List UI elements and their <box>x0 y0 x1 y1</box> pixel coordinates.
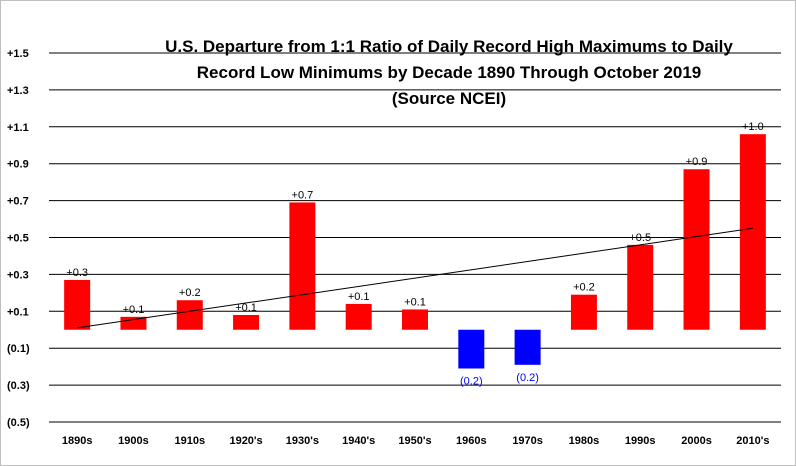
x-tick-label: 1920's <box>229 435 262 447</box>
data-label: +0.1 <box>404 296 426 308</box>
bar-1990s <box>627 244 654 330</box>
data-labels: +0.3 +0.1 +0.2 +0.1 +0.7 +0.1 +0.1 (0.2) (0.2) +0… <box>66 121 763 387</box>
y-tick-label: +0.5 <box>7 233 29 245</box>
bar-1950s <box>402 309 428 330</box>
data-label: +0.2 <box>573 282 595 294</box>
data-label: +0.7 <box>292 189 314 201</box>
data-label: +0.1 <box>348 291 370 303</box>
chart-title-line-3: (Source NCEI) <box>392 89 506 108</box>
data-label: +0.3 <box>66 267 88 279</box>
chart-title-line-2: Record Low Minimums by Decade 1890 Throu… <box>197 63 701 82</box>
x-tick-label: 1940's <box>342 435 375 447</box>
y-tick-label: (0.1) <box>7 343 30 355</box>
y-axis-ticks: +1.5 +1.3 +1.1 +0.9 +0.7 +0.5 +0.3 +0.1 (0.1) (0.… <box>7 48 30 429</box>
bar-1980s <box>570 294 597 330</box>
y-tick-label: +0.1 <box>7 306 29 318</box>
y-tick-label: +1.1 <box>7 122 29 134</box>
bar-1930s <box>289 202 316 330</box>
data-label: +0.1 <box>235 302 257 314</box>
y-tick-label: +1.3 <box>7 85 29 97</box>
y-tick-label: +1.5 <box>7 48 29 60</box>
x-tick-label: 1980s <box>569 435 600 447</box>
data-label: +0.2 <box>179 287 201 299</box>
y-tick-label: +0.7 <box>7 196 29 208</box>
x-tick-label: 1900s <box>118 435 149 447</box>
bar-1960s <box>458 329 485 369</box>
bar-2000s <box>683 169 710 330</box>
x-tick-label: 2000s <box>681 435 712 447</box>
chart-title-line-1: U.S. Departure from 1:1 Ratio of Daily R… <box>165 37 733 56</box>
gridlines <box>49 52 781 423</box>
bar-1970s <box>514 329 541 365</box>
x-tick-label: 1890s <box>62 435 93 447</box>
trendline-group <box>77 227 753 329</box>
data-label: +0.5 <box>629 232 651 244</box>
bar-1910s <box>176 300 203 330</box>
x-tick-label: 1960s <box>456 435 487 447</box>
chart-title: U.S. Departure from 1:1 Ratio of Daily R… <box>165 37 733 108</box>
x-tick-label: 1970s <box>512 435 543 447</box>
y-tick-label: +0.9 <box>7 159 29 171</box>
x-tick-label: 1930's <box>286 435 319 447</box>
data-label: +1.0 <box>742 121 764 133</box>
y-tick-label: (0.5) <box>7 417 30 429</box>
x-tick-label: 1910s <box>174 435 205 447</box>
bar-2010s <box>739 134 766 330</box>
y-tick-label: (0.3) <box>7 380 30 392</box>
bar-1900s <box>120 316 147 330</box>
data-label: (0.2) <box>516 372 539 384</box>
bars <box>64 134 766 369</box>
bar-1940s <box>345 303 372 330</box>
data-label: (0.2) <box>460 375 483 387</box>
x-axis-ticks: 1890s 1900s 1910s 1920's 1930's 1940's 1950's 1… <box>62 435 770 447</box>
x-tick-label: 1950's <box>398 435 431 447</box>
data-label: +0.1 <box>123 304 145 316</box>
trendline <box>77 227 753 329</box>
bar-1920s <box>233 314 260 330</box>
x-tick-label: 1990s <box>625 435 656 447</box>
bar-1890s <box>64 279 91 330</box>
data-label: +0.9 <box>686 156 708 168</box>
x-tick-label: 2010's <box>736 435 769 447</box>
y-tick-label: +0.3 <box>7 269 29 281</box>
